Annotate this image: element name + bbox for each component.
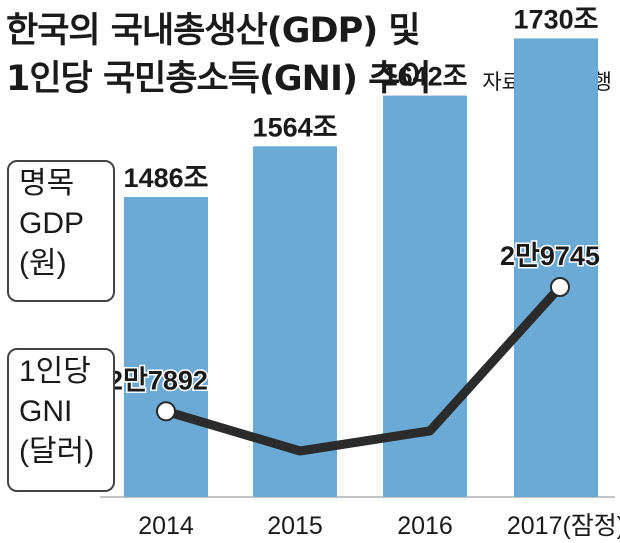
gdp-bar-2017(잠정) <box>514 38 598 498</box>
gdp-bar-label-2014: 1486조 <box>124 163 209 193</box>
chart-title-line1: 한국의 국내총생산(GDP) 및 <box>6 11 421 51</box>
gdp-legend-line3: (원) <box>19 247 67 280</box>
gni-label-2017(잠정): 2만9745 <box>500 241 600 271</box>
gni-label-2014: 2만7892 <box>108 365 208 395</box>
gdp-bar-label-2017(잠정): 1730조 <box>514 4 599 34</box>
x-tick-label-2014: 2014 <box>138 512 194 540</box>
chart-title-line2: 1인당 국민총소득(GNI) 추이 <box>6 59 432 99</box>
gdp-bar-2014 <box>124 197 208 497</box>
gdp-legend-line1: 명목 <box>19 167 75 200</box>
gni-marker-2017(잠정) <box>550 277 570 297</box>
gni-marker-2014 <box>156 401 176 422</box>
x-tick-label-2016: 2016 <box>397 512 453 540</box>
gdp-bar-label-2015: 1564조 <box>253 112 338 142</box>
x-tick-label-2015: 2015 <box>267 512 323 540</box>
gni-legend-box: 1인당 GNI (달러) <box>7 348 115 492</box>
x-tick-label-2017(잠정): 2017(잠정) <box>507 512 620 540</box>
gdp-legend-box: 명목 GDP (원) <box>7 160 115 302</box>
gdp-bar-label-2016: 1642조 <box>383 62 468 92</box>
gdp-legend-line2: GDP <box>19 207 85 240</box>
gni-line <box>161 282 565 456</box>
gni-legend-line1: 1인당 <box>19 355 91 388</box>
gni-legend-line3: (달러) <box>19 435 95 468</box>
gni-legend-line2: GNI <box>19 395 73 428</box>
